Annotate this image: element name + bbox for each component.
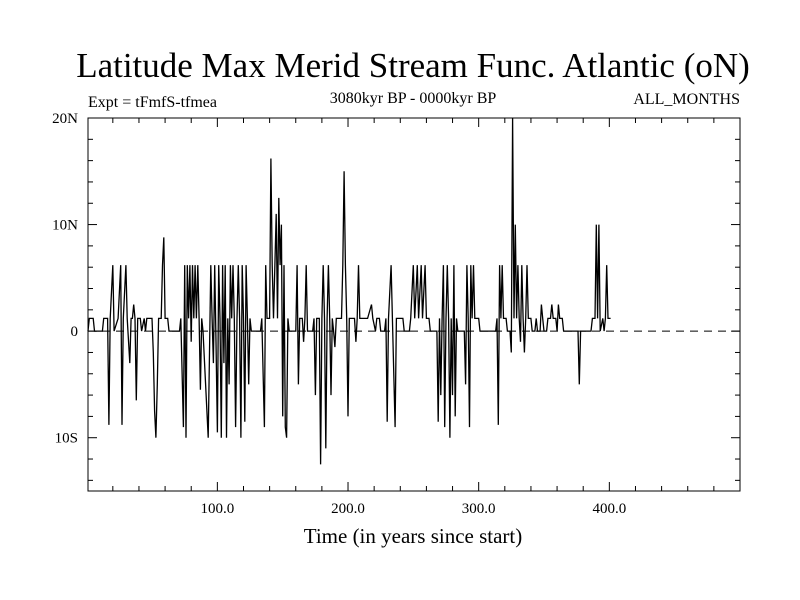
plot-area bbox=[87, 117, 740, 465]
x-tick-label: 400.0 bbox=[592, 501, 626, 517]
y-tick-label: 20N bbox=[52, 111, 78, 127]
x-tick-label: 100.0 bbox=[200, 501, 234, 517]
x-tick-label: 200.0 bbox=[331, 501, 365, 517]
subtitle-center: 3080kyr BP - 0000kyr BP bbox=[330, 90, 497, 107]
y-tick-label: 10S bbox=[55, 431, 78, 447]
axis-ticks: 100.0 200.0 300.0 400.0 20N 10N 0 10S bbox=[52, 111, 740, 517]
x-tick-label: 300.0 bbox=[462, 501, 496, 517]
chart-title: Latitude Max Merid Stream Func. Atlantic… bbox=[76, 46, 750, 85]
series-line-1 bbox=[87, 117, 611, 465]
x-axis-label: Time (in years since start) bbox=[304, 524, 523, 548]
plot-frame bbox=[87, 117, 741, 492]
y-tick-label: 10N bbox=[52, 218, 78, 234]
y-tick-label: 0 bbox=[71, 324, 79, 340]
subtitle-left: Expt = tFmfS-tfmea bbox=[88, 94, 217, 111]
subtitle-right: ALL_MONTHS bbox=[633, 91, 740, 108]
